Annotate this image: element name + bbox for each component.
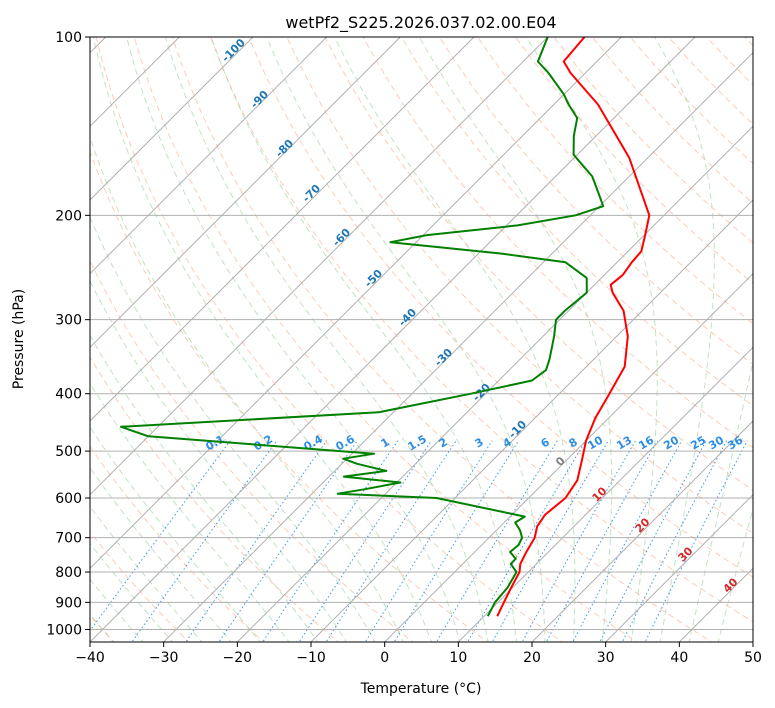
x-axis-label: Temperature (°C) <box>360 681 482 697</box>
isotherm-line <box>163 51 753 642</box>
isotherm-line <box>236 125 753 642</box>
isotherm-line <box>90 37 401 349</box>
dry-adiabat-line <box>400 37 753 407</box>
chart-title: wetPf2_S225.2026.037.02.00.E04 <box>285 13 556 33</box>
mixing-ratio-line <box>298 440 432 642</box>
isotherm-line <box>531 420 753 642</box>
temperature-profile-line <box>496 37 651 617</box>
y-axis: 100 200 300 400 500 600 700 800 900 1000 <box>46 30 90 638</box>
y-tick-label: 1000 <box>46 622 82 638</box>
x-tick-label: −20 <box>223 650 253 666</box>
mixing-ratio-line <box>325 440 457 642</box>
isotherm-line <box>310 199 753 642</box>
y-tick-label: 900 <box>55 595 82 611</box>
dry-adiabat-line <box>286 37 753 534</box>
x-tick-label: 20 <box>523 650 541 666</box>
mixing-ratio-line <box>435 440 558 642</box>
profiles <box>120 37 651 617</box>
mixing-ratio-line <box>491 440 609 642</box>
y-tick-label: 500 <box>55 444 82 460</box>
isotherm-line <box>90 37 254 201</box>
mixing-ratio-line <box>364 440 493 642</box>
y-tick-label: 600 <box>55 491 82 507</box>
isotherm-line <box>605 493 753 642</box>
x-tick-label: 10 <box>449 650 467 666</box>
mixing-ratio-line <box>572 440 683 642</box>
y-tick-label: 700 <box>55 531 82 547</box>
dry-adiabat-line <box>477 37 753 325</box>
dry-adiabat-line <box>248 37 753 578</box>
y-axis-label: Pressure (hPa) <box>11 289 27 389</box>
plot-frame <box>89 36 754 643</box>
isotherm-line <box>90 37 475 422</box>
mixing-ratio-line <box>262 440 399 642</box>
moist-adiabat-line <box>90 215 376 642</box>
x-axis: −40 −30 −20 −10 0 10 20 30 40 50 <box>75 642 762 666</box>
mixing-ratio-line <box>131 440 278 642</box>
mixing-ratio-line <box>521 440 637 642</box>
mixing-ratio-line <box>185 440 328 642</box>
y-tick-label: 800 <box>55 565 82 581</box>
dewpoint-profile-line <box>120 37 605 617</box>
x-tick-label: 40 <box>670 650 688 666</box>
dry-adiabat-line <box>362 37 753 449</box>
y-tick-label: 300 <box>55 313 82 329</box>
dry-adiabat-line <box>90 259 414 642</box>
isotherm-line <box>90 37 328 275</box>
y-tick-label: 100 <box>55 30 82 46</box>
x-tick-label: 30 <box>597 650 615 666</box>
x-tick-label: 50 <box>744 650 762 666</box>
dry-adiabat-line <box>438 37 753 366</box>
isotherm-line <box>90 37 622 570</box>
x-tick-label: 0 <box>380 650 389 666</box>
x-tick-label: −10 <box>296 650 326 666</box>
isotherm-line <box>457 346 753 642</box>
mixing-ratio-line <box>545 440 659 642</box>
mixing-ratio-line <box>621 440 728 642</box>
y-tick-label: 400 <box>55 387 82 403</box>
y-tick-label: 200 <box>55 208 82 224</box>
mixing-ratio-lines <box>90 440 748 642</box>
grid-lines <box>90 37 753 642</box>
isotherm-line <box>90 37 549 496</box>
mixing-ratio-line <box>599 440 707 642</box>
isotherm-line <box>384 272 753 642</box>
x-tick-label: −30 <box>149 650 179 666</box>
x-tick-label: −40 <box>75 650 105 666</box>
dry-adiabat-line <box>324 37 753 491</box>
isotherm-line <box>90 37 696 642</box>
